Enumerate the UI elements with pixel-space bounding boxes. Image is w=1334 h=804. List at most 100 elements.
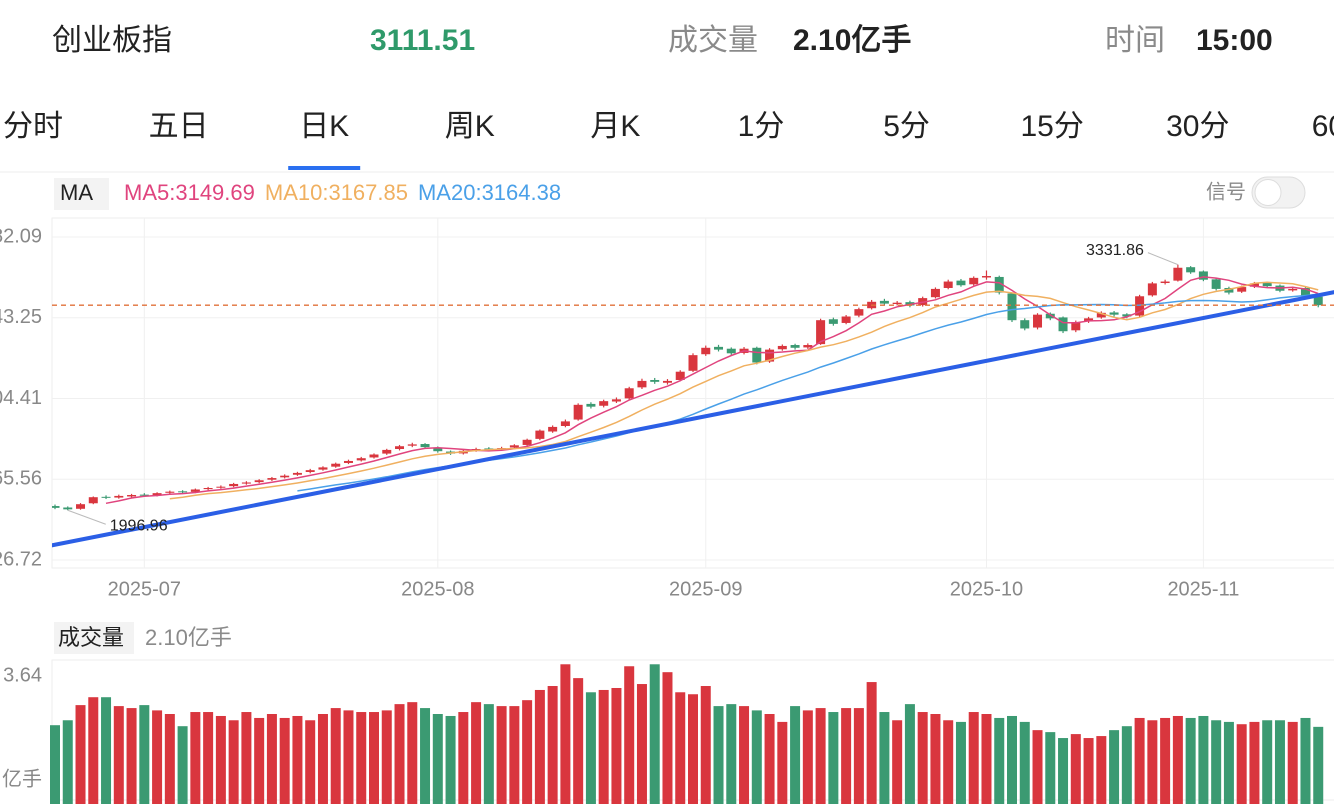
volume-bar [177, 726, 188, 804]
candle-body [624, 388, 634, 399]
tab[interactable]: 月K [590, 110, 640, 143]
volume-bar [1058, 738, 1069, 804]
tab[interactable]: 1分 [738, 110, 785, 143]
candle-body [1109, 312, 1119, 315]
volume-bar [317, 714, 328, 804]
tab[interactable]: 5分 [883, 110, 930, 143]
tab[interactable]: 15分 [1021, 110, 1084, 143]
volume-bar [828, 712, 839, 804]
volume-bar [777, 721, 788, 804]
volume-bar [1147, 720, 1158, 804]
volume-bar [432, 714, 443, 804]
volume-bar [879, 712, 890, 804]
volume-bar [113, 706, 124, 804]
volume-bar [1032, 730, 1043, 804]
volume-bar [164, 714, 175, 804]
trend-line [52, 290, 1334, 548]
volume-bar [50, 725, 60, 804]
volume-bar [445, 715, 456, 804]
volume-bar [1236, 724, 1247, 804]
candle-body [1224, 287, 1234, 293]
y-tick-label: 3043.25 [0, 306, 42, 328]
candle-body [433, 447, 443, 452]
volume-bar [1096, 736, 1107, 804]
volume-bar [547, 686, 558, 804]
candle-body [548, 426, 558, 432]
x-tick-label: 2025-08 [401, 578, 474, 600]
candle-body [714, 346, 724, 350]
candle-body [535, 430, 545, 439]
volume-bar [688, 694, 698, 804]
candle-body [1288, 288, 1298, 291]
candle-body [1313, 296, 1323, 306]
candle-body [892, 302, 902, 304]
volume-bar [611, 687, 622, 804]
candle-body [509, 445, 519, 448]
candle-body [254, 480, 264, 483]
tab[interactable]: 60分 [1312, 110, 1334, 143]
candle-body [1147, 283, 1157, 296]
candle-body [879, 300, 889, 304]
candle-body [994, 276, 1004, 293]
candle-body [1122, 314, 1132, 317]
candle-body [560, 421, 570, 426]
tab[interactable]: 周K [445, 110, 495, 143]
volume-bar [190, 712, 201, 804]
x-tick-label: 2025-10 [950, 578, 1023, 600]
volume-title-box [54, 622, 134, 654]
volume-value: 2.10亿手 [793, 24, 911, 57]
ma-legend: MA5:3149.69 MA10:3167.85 MA20:3164.38 [124, 180, 561, 205]
candle-body [152, 493, 162, 496]
x-tick-label: 2025-11 [1167, 578, 1239, 600]
candle-body [981, 276, 991, 278]
candle-body [586, 403, 596, 407]
volume-bar [330, 708, 341, 804]
candle-body [956, 280, 966, 286]
volume-bar [228, 720, 239, 804]
x-tick-label: 2025-09 [669, 578, 742, 600]
volume-plot: 3.64 亿手 [2, 664, 1324, 804]
volume-bar [700, 686, 711, 804]
volume-bar [534, 689, 545, 804]
y-tick-label: 3482.09 [0, 225, 42, 247]
volume-bar [394, 704, 405, 804]
volume-bar [1274, 720, 1285, 804]
candle-body [292, 472, 302, 475]
time-label: 时间 [1105, 24, 1165, 57]
low-label: 1996.96 [110, 517, 168, 534]
tab[interactable]: 分时 [3, 110, 63, 143]
candle-body [765, 349, 775, 362]
ma-line [169, 281, 1319, 500]
volume-bar [509, 706, 520, 804]
volume-bar [968, 712, 979, 804]
candle-body [395, 446, 405, 449]
tab[interactable]: 日K [299, 110, 349, 143]
candle-body [662, 380, 672, 383]
volume-bar [1134, 717, 1145, 804]
candle-body [382, 449, 392, 454]
index-price: 3111.51 [370, 24, 475, 57]
volume-bar [726, 704, 737, 804]
volume-bar [930, 714, 941, 804]
candle-body [1198, 271, 1208, 280]
candle-body [331, 463, 341, 467]
volume-bar [675, 692, 686, 804]
candle-body [203, 488, 213, 490]
candle-body [343, 460, 353, 463]
candle-body [726, 348, 736, 354]
candle-body [701, 347, 711, 355]
volume-bar [356, 712, 367, 804]
ma-line [105, 276, 1319, 505]
y-tick-label: 2165.56 [0, 468, 42, 490]
volume-tick-label: 3.64 [3, 664, 42, 686]
tab[interactable]: 30分 [1166, 110, 1229, 143]
volume-bar [585, 692, 596, 804]
y-tick-label: 1726.72 [0, 548, 42, 570]
volume-bar [1300, 717, 1311, 804]
volume-bar [955, 721, 966, 804]
volume-bar [802, 710, 813, 804]
candle-body [1096, 312, 1106, 318]
candle-body [127, 494, 137, 497]
tab[interactable]: 五日 [149, 110, 209, 143]
volume-bar [981, 714, 992, 804]
